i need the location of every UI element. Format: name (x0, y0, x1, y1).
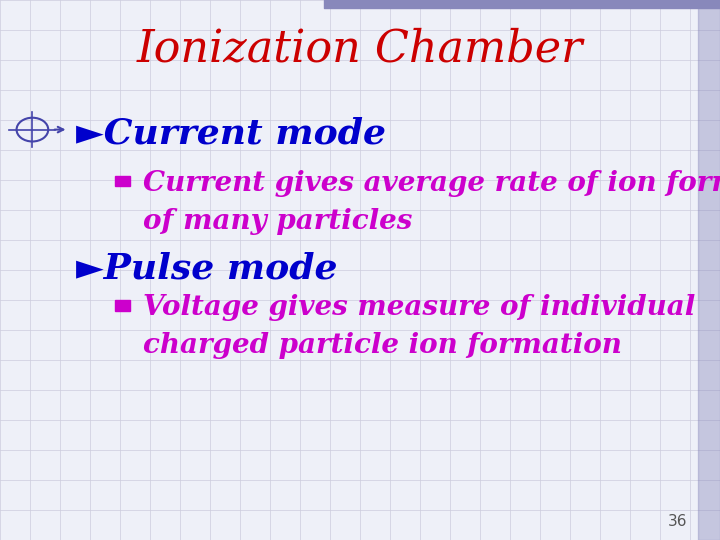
Text: Current gives average rate of ion formation
of many particles: Current gives average rate of ion format… (143, 170, 720, 234)
Text: ►Pulse mode: ►Pulse mode (76, 251, 337, 285)
Text: Ionization Chamber: Ionization Chamber (137, 27, 583, 70)
Text: ►Current mode: ►Current mode (76, 116, 386, 150)
Bar (115, 176, 130, 186)
Text: 36: 36 (668, 514, 688, 529)
Text: Voltage gives measure of individual
charged particle ion formation: Voltage gives measure of individual char… (143, 294, 695, 359)
Bar (115, 300, 130, 310)
